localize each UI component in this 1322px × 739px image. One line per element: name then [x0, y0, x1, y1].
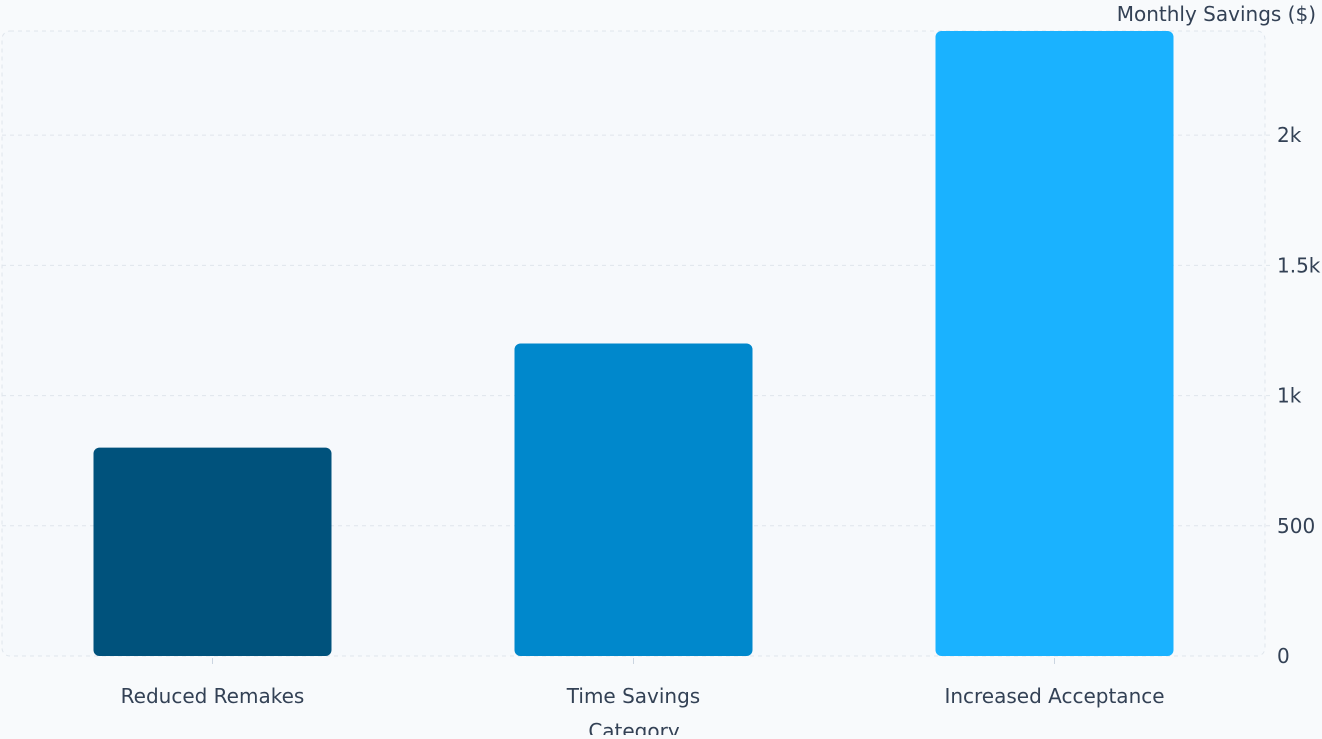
y-axis-label: Monthly Savings ($) — [1117, 2, 1316, 26]
y-tick-label: 0 — [1277, 644, 1290, 668]
bar[interactable] — [514, 343, 753, 657]
x-tick-label: Increased Acceptance — [944, 684, 1164, 708]
y-tick-label: 500 — [1277, 514, 1315, 538]
x-tick-label: Reduced Remakes — [121, 684, 305, 708]
x-axis-ticks: Reduced Remakes Time Savings Increased Acc… — [121, 658, 1165, 708]
y-tick-label: 1k — [1277, 384, 1302, 408]
bar[interactable] — [93, 447, 332, 656]
y-tick-label: 2k — [1277, 123, 1302, 147]
x-axis-label: Category — [588, 719, 680, 735]
y-tick-label: 1.5k — [1277, 253, 1321, 277]
y-axis-ticks: 0 500 1k 1.5k 2k — [1277, 123, 1321, 668]
x-tick-label: Time Savings — [566, 684, 700, 708]
bar[interactable] — [935, 31, 1174, 656]
bars — [93, 31, 1174, 657]
